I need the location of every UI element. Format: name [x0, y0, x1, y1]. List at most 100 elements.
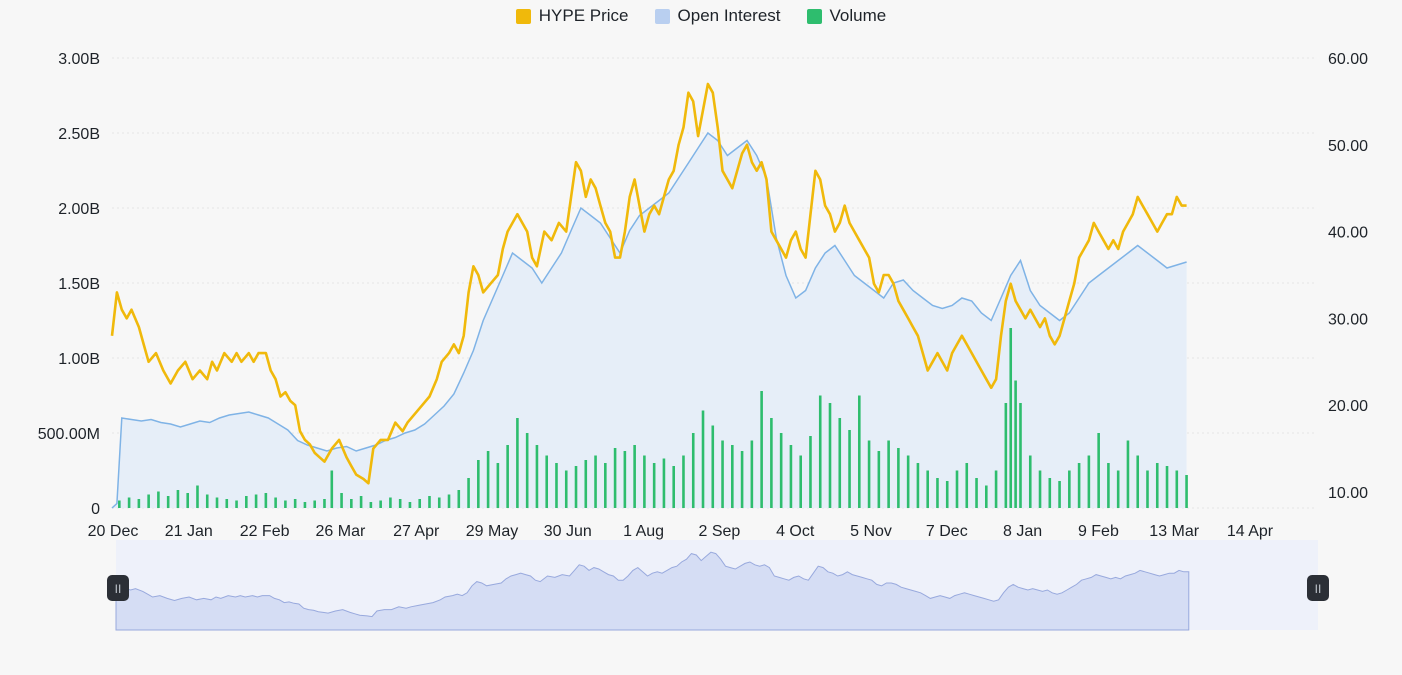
- volume-bar: [525, 433, 529, 508]
- volume-bar: [245, 496, 248, 508]
- volume-bar: [118, 500, 121, 508]
- volume-bar: [858, 395, 861, 508]
- volume-bar: [809, 436, 812, 508]
- left-tick-label: 2.50B: [58, 126, 100, 143]
- volume-bar: [127, 497, 131, 508]
- navigator-end-handle[interactable]: II: [1307, 575, 1329, 601]
- volume-bar: [340, 493, 343, 508]
- x-tick-label: 5 Nov: [850, 523, 892, 540]
- x-tick-label: 1 Aug: [623, 523, 664, 540]
- volume-bar: [303, 502, 307, 508]
- x-tick-label: 22 Feb: [240, 523, 290, 540]
- x-tick-label: 9 Feb: [1078, 523, 1119, 540]
- price-line: [110, 82, 1187, 485]
- x-tick-label: 8 Jan: [1003, 523, 1042, 540]
- volume-bar: [1185, 475, 1188, 508]
- volume-bar: [477, 460, 480, 508]
- left-tick-label: 1.00B: [58, 351, 100, 368]
- volume-bar: [186, 493, 190, 508]
- volume-bar: [535, 445, 539, 508]
- volume-bar: [1087, 455, 1091, 508]
- volume-swatch: [806, 8, 822, 24]
- volume-bar: [701, 410, 705, 508]
- volume-bar: [838, 418, 842, 508]
- volume-bar: [215, 497, 219, 508]
- legend-item-open-interest[interactable]: Open Interest: [654, 6, 781, 26]
- volume-bar: [225, 499, 229, 508]
- volume-bar: [506, 445, 509, 508]
- volume-bar: [350, 499, 353, 508]
- volume-bar: [994, 470, 998, 508]
- volume-bar: [176, 490, 180, 508]
- volume-bar: [897, 448, 900, 508]
- volume-bar: [274, 497, 277, 508]
- volume-bar: [1107, 463, 1110, 508]
- volume-bar: [137, 499, 141, 508]
- volume-bar: [906, 455, 910, 508]
- legend-item-volume[interactable]: Volume: [806, 6, 886, 26]
- right-axis: 10.00 20.00 30.00 40.00 50.00 60.00: [1328, 51, 1368, 502]
- volume-bar: [545, 455, 549, 508]
- volume-bar: [147, 494, 150, 508]
- volume-bar: [235, 500, 238, 508]
- volume-bar: [818, 395, 822, 508]
- volume-bar: [740, 451, 744, 508]
- x-tick-label: 7 Dec: [926, 523, 968, 540]
- x-tick-label: 30 Jun: [544, 523, 592, 540]
- svg-text:II: II: [1315, 582, 1322, 596]
- volume-bar: [985, 485, 988, 508]
- right-tick-label: 30.00: [1328, 311, 1368, 328]
- volume-bar: [916, 463, 920, 508]
- x-tick-label: 14 Apr: [1227, 523, 1274, 540]
- volume-bar: [457, 490, 461, 508]
- volume-bar: [584, 460, 588, 508]
- volume-bar: [594, 455, 597, 508]
- right-tick-label: 60.00: [1328, 51, 1368, 68]
- price-swatch: [515, 8, 531, 24]
- volume-bar: [555, 463, 558, 508]
- left-tick-label: 0: [91, 501, 100, 518]
- volume-bar: [955, 470, 959, 508]
- volume-bar: [398, 499, 402, 508]
- navigator-series: [115, 551, 1190, 631]
- volume-bar: [1068, 470, 1071, 508]
- volume-bar: [711, 425, 715, 508]
- volume-bar: [437, 497, 441, 508]
- open-interest-layer: [111, 131, 1187, 509]
- right-tick-label: 40.00: [1328, 225, 1368, 242]
- legend-item-price[interactable]: HYPE Price: [515, 6, 629, 26]
- volume-bar: [330, 470, 334, 508]
- svg-text:II: II: [115, 582, 122, 596]
- volume-bar: [965, 463, 969, 508]
- volume-bar: [623, 451, 627, 508]
- volume-bar: [293, 499, 297, 508]
- open-interest-swatch: [654, 8, 670, 24]
- volume-bar: [254, 494, 258, 508]
- volume-bar: [447, 494, 451, 508]
- navigator: II II: [107, 540, 1329, 631]
- volume-bar: [323, 499, 326, 508]
- volume-bar: [359, 496, 363, 508]
- volume-bar: [1077, 463, 1081, 508]
- right-tick-label: 20.00: [1328, 398, 1368, 415]
- volume-bar: [633, 445, 636, 508]
- volume-bar: [467, 478, 470, 508]
- volume-bar: [760, 391, 763, 508]
- volume-bar: [1097, 433, 1100, 508]
- volume-bar: [643, 455, 646, 508]
- volume-bar: [731, 445, 734, 508]
- volume-bar: [428, 496, 431, 508]
- volume-bar: [486, 451, 490, 508]
- volume-bar: [1126, 440, 1130, 508]
- volume-bar: [936, 478, 939, 508]
- volume-bar: [1136, 455, 1140, 508]
- volume-bar: [408, 502, 412, 508]
- volume-bar: [1058, 481, 1061, 508]
- navigator-start-handle[interactable]: II: [107, 575, 129, 601]
- volume-bar: [887, 440, 890, 508]
- x-tick-label: 26 Mar: [316, 523, 366, 540]
- volume-bar: [1004, 403, 1008, 508]
- volume-bar: [284, 500, 287, 508]
- chart-legend: HYPE Price Open Interest Volume: [0, 6, 1402, 26]
